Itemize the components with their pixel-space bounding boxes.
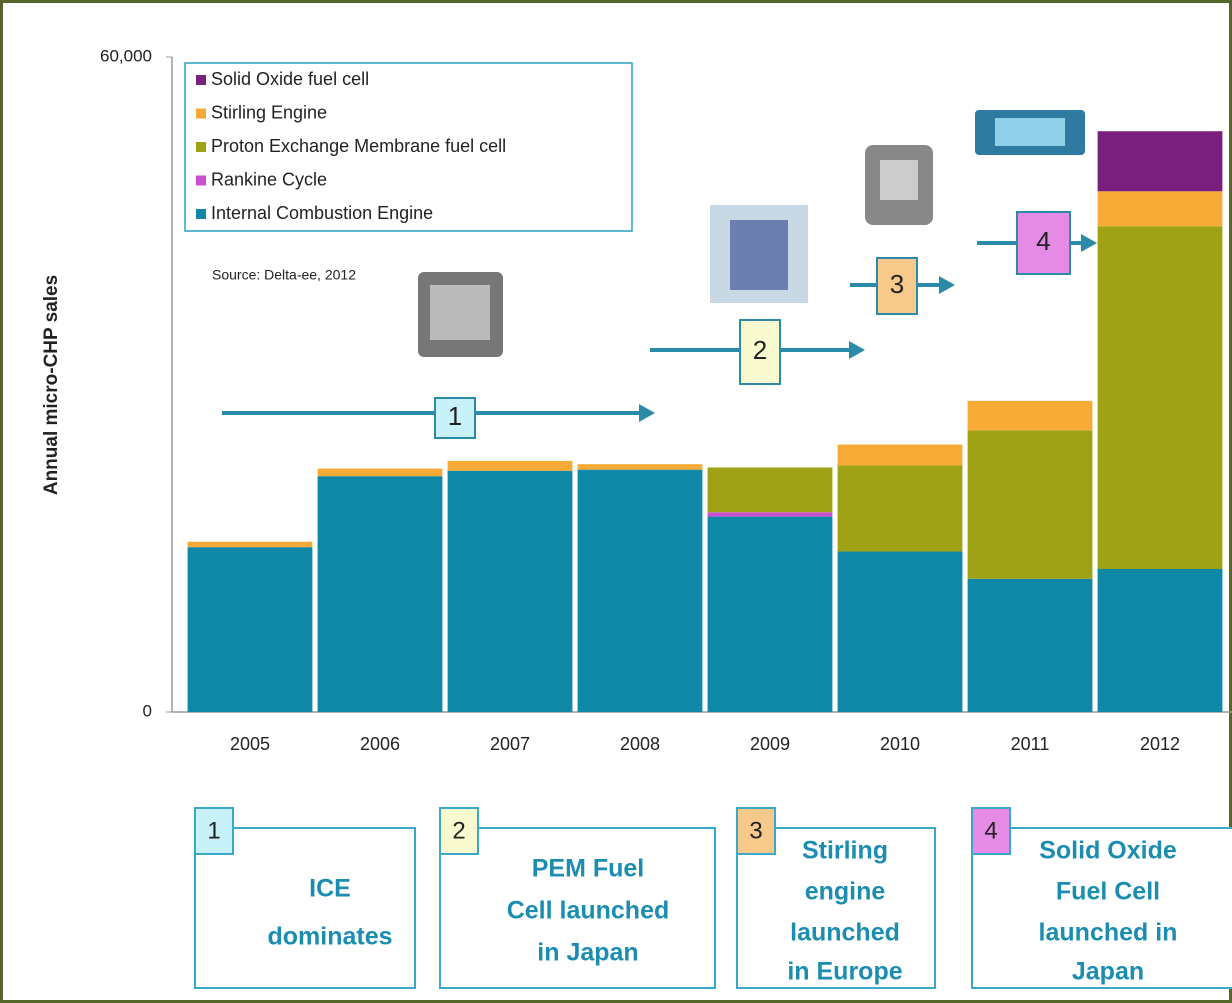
bar-segment	[1097, 226, 1223, 569]
bar-segment	[447, 470, 573, 712]
legend-swatch	[196, 108, 206, 119]
icon-stirling	[865, 145, 933, 225]
bar-segment	[577, 464, 703, 470]
note-text: in Europe	[787, 958, 902, 986]
legend-label: Internal Combustion Engine	[211, 203, 433, 223]
bar-segment	[837, 551, 963, 712]
y-axis-label: Annual micro-CHP sales	[41, 275, 62, 495]
arrow-head	[639, 404, 655, 422]
note-text: PEM Fuel	[532, 855, 645, 883]
arrow-head	[1081, 234, 1097, 252]
note-text: in Japan	[537, 939, 638, 967]
note-text: engine	[805, 878, 886, 906]
x-tick-label: 2005	[230, 734, 270, 754]
arrow-head	[849, 341, 865, 359]
bar-segment	[707, 512, 833, 517]
arrow-marker	[434, 397, 476, 439]
bar-segment	[707, 467, 833, 513]
note-text: launched in	[1039, 919, 1178, 947]
note-text: dominates	[267, 923, 392, 951]
note-text: Japan	[1072, 958, 1144, 986]
note-number-box	[439, 807, 479, 855]
note-box	[971, 827, 1232, 989]
arrow-marker-label: 2	[753, 335, 767, 365]
arrow-head	[939, 276, 955, 294]
x-tick-label: 2006	[360, 734, 400, 754]
legend-label: Stirling Engine	[211, 102, 327, 122]
y-tick-label: 60,000	[100, 46, 152, 65]
bar-segment	[1097, 191, 1223, 227]
note-number: 2	[452, 817, 465, 844]
note-number-box	[971, 807, 1011, 855]
arrow-marker-label: 1	[448, 401, 462, 431]
bar-segment	[187, 541, 313, 548]
arrow-marker-label: 4	[1036, 226, 1050, 256]
plot: 0 60,000 2005 2006 2007 2008 2009 2010 2011 2012 I…	[100, 46, 1223, 754]
y-tick-label: 0	[143, 701, 152, 720]
note-text: ICE	[309, 875, 351, 903]
annotations: 1 2 3 4 1 ICE dominates 2 PEM Fuel Cell launched i…	[194, 211, 1232, 989]
bar-segment	[967, 400, 1093, 431]
x-tick-label: 2012	[1140, 734, 1180, 754]
note-box	[439, 827, 716, 989]
bar-segment	[447, 460, 573, 471]
bar-segment	[1097, 568, 1223, 712]
icon-sofc	[975, 110, 1085, 155]
bar-segment	[317, 468, 443, 477]
note-number-box	[736, 807, 776, 855]
bar-segment	[967, 578, 1093, 712]
icon-engine	[418, 272, 503, 357]
bar-segment	[837, 465, 963, 552]
arrow-marker	[1016, 211, 1071, 275]
legend-swatch	[196, 175, 206, 186]
legend-label: Proton Exchange Membrane fuel cell	[211, 136, 506, 156]
note-text: launched	[790, 919, 900, 947]
bar-segment	[967, 430, 1093, 579]
icon-pem	[710, 205, 808, 303]
arrow-marker	[876, 257, 918, 315]
x-tick-label: 2009	[750, 734, 790, 754]
arrow-marker-label: 3	[890, 269, 904, 299]
x-tick-label: 2008	[620, 734, 660, 754]
note-text: Solid Oxide	[1039, 837, 1177, 865]
note-number: 1	[207, 817, 220, 844]
arrow-marker	[739, 319, 781, 385]
x-tick-label: 2007	[490, 734, 530, 754]
legend-box	[184, 62, 633, 232]
note-text: Cell launched	[507, 897, 670, 925]
source-note: Source: Delta-ee, 2012	[212, 267, 356, 283]
bar-segment	[837, 444, 963, 466]
note-number-box	[194, 807, 234, 855]
legend-label: Solid Oxide fuel cell	[211, 69, 369, 89]
note-number: 4	[984, 817, 997, 844]
note-text: Stirling	[802, 837, 888, 865]
bar-segment	[577, 469, 703, 712]
bar-segment	[187, 547, 313, 712]
x-tick-label: 2010	[880, 734, 920, 754]
legend-swatch	[196, 75, 206, 85]
note-number: 3	[749, 817, 762, 844]
bar-segment	[707, 516, 833, 712]
legend-swatch	[196, 209, 206, 219]
bar-segment	[1097, 131, 1223, 192]
note-text: Fuel Cell	[1056, 878, 1160, 906]
legend-label: Rankine Cycle	[211, 169, 327, 189]
x-tick-label: 2011	[1011, 734, 1050, 754]
bar-segment	[317, 476, 443, 712]
legend-swatch	[196, 142, 206, 152]
